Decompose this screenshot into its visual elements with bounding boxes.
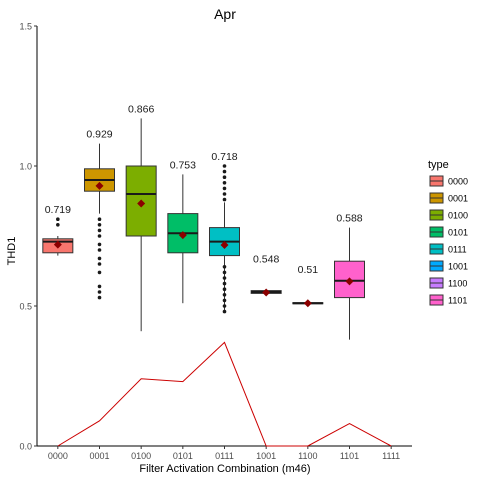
outlier-point: [98, 296, 102, 300]
mean-label: 0.929: [86, 129, 112, 141]
x-tick-label: 1100: [298, 451, 317, 461]
outlier-point: [98, 257, 102, 261]
y-tick-label: 0.5: [19, 302, 32, 312]
outlier-point: [223, 265, 227, 269]
outlier-point: [223, 181, 227, 185]
legend-label: 0111: [448, 245, 467, 255]
legend-label: 0100: [448, 211, 468, 221]
outlier-point: [98, 234, 102, 238]
legend-label: 0000: [448, 177, 468, 187]
y-tick-label: 1.0: [19, 162, 32, 172]
outlier-point: [98, 271, 102, 275]
x-tick-label: 1001: [256, 451, 276, 461]
mean-label: 0.719: [45, 204, 71, 216]
mean-label: 0.753: [170, 159, 196, 171]
x-tick-label: 1111: [382, 451, 400, 461]
outlier-point: [98, 243, 102, 247]
outlier-point: [223, 164, 227, 168]
x-tick-label: 0000: [48, 451, 68, 461]
outlier-point: [223, 310, 227, 314]
outlier-point: [56, 217, 60, 221]
y-tick-label: 1.5: [19, 22, 32, 32]
outlier-point: [98, 290, 102, 294]
outlier-point: [223, 187, 227, 191]
outlier-point: [223, 299, 227, 303]
mean-label: 0.51: [298, 264, 319, 276]
mean-label: 0.866: [128, 103, 154, 115]
mean-label: 0.588: [336, 213, 362, 225]
outlier-point: [98, 248, 102, 252]
chart-title: Apr: [214, 6, 236, 22]
x-axis-label: Filter Activation Combination (m46): [139, 463, 310, 475]
outlier-point: [223, 276, 227, 280]
outlier-point: [98, 285, 102, 289]
outlier-point: [98, 217, 102, 221]
legend-label: 1101: [448, 296, 467, 306]
legend-label: 1001: [448, 262, 468, 272]
legend-label: 0101: [448, 228, 468, 238]
outlier-point: [223, 293, 227, 297]
x-tick-label: 0101: [173, 451, 193, 461]
legend-title: type: [428, 159, 449, 171]
outlier-point: [98, 229, 102, 233]
outlier-point: [223, 198, 227, 202]
legend-label: 0001: [448, 194, 468, 204]
mean-label: 0.718: [211, 151, 237, 163]
legend-label: 1100: [448, 279, 467, 289]
x-tick-label: 0111: [215, 451, 234, 461]
outlier-point: [223, 282, 227, 286]
outlier-point: [223, 175, 227, 179]
outlier-point: [223, 304, 227, 308]
mean-label: 0.548: [253, 254, 279, 266]
outlier-point: [98, 223, 102, 227]
x-tick-label: 0001: [89, 451, 109, 461]
x-tick-label: 0100: [131, 451, 151, 461]
outlier-point: [56, 223, 60, 227]
y-tick-label: 0.0: [19, 442, 32, 452]
outlier-point: [223, 192, 227, 196]
outlier-point: [98, 262, 102, 266]
outlier-point: [223, 287, 227, 291]
x-tick-label: 1101: [340, 451, 359, 461]
outlier-point: [223, 271, 227, 275]
outlier-point: [223, 170, 227, 174]
legend: type 0000 0001 0100 0101 0111 1001 1100 1101: [428, 159, 468, 306]
y-axis-label: THD1: [6, 237, 18, 266]
